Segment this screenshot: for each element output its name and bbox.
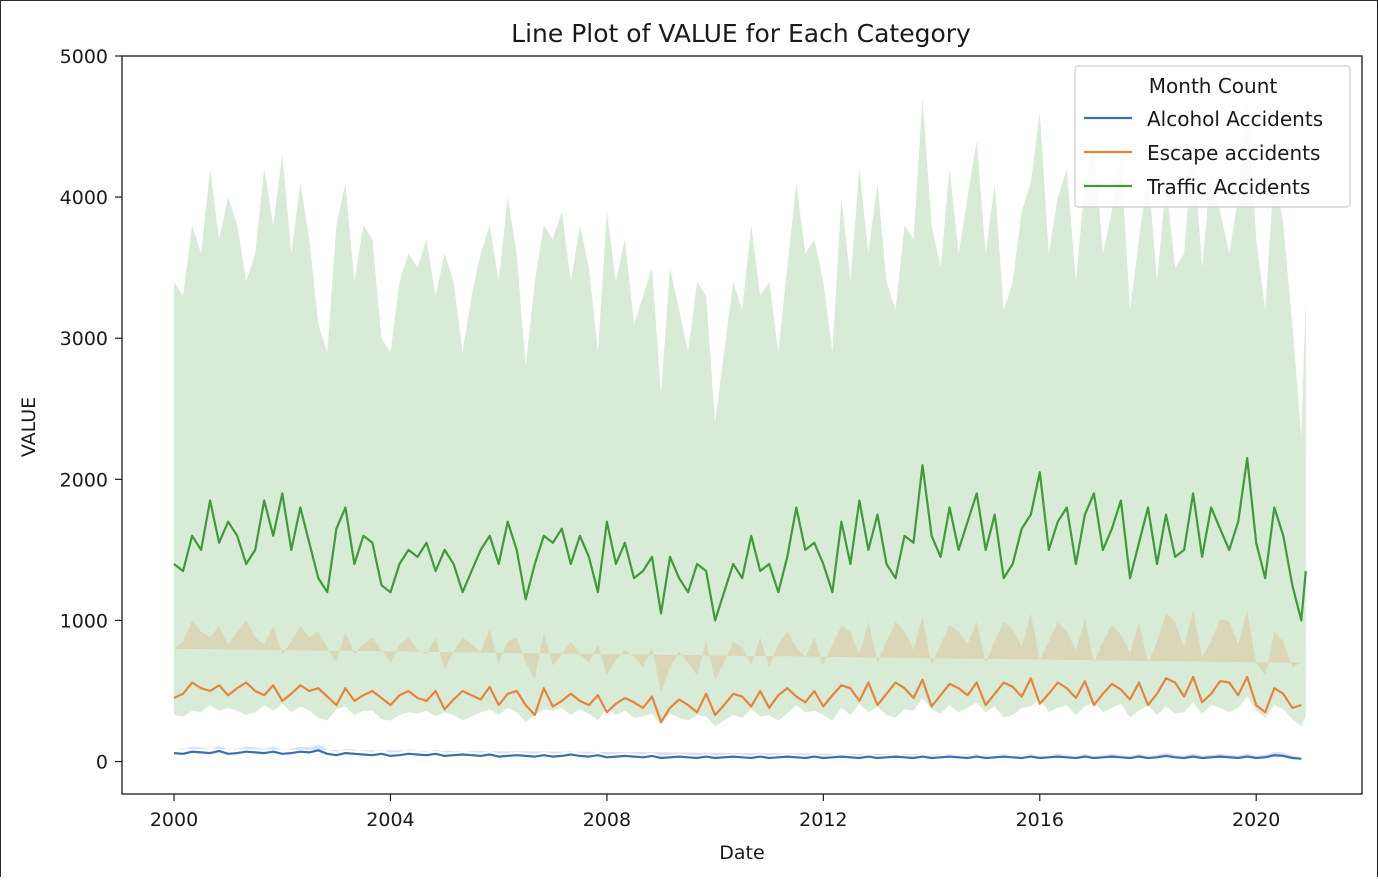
ci-band-traffic-accidents: [174, 98, 1306, 727]
series-line-escape-accidents: [173, 675, 1302, 724]
y-tick-label: 1000: [60, 610, 108, 632]
x-tick-label: 2004: [366, 809, 414, 831]
x-tick-label: 2008: [583, 809, 631, 831]
plot-area: [173, 98, 1307, 760]
series-line-alcohol-accidents: [173, 749, 1302, 760]
plot-frame: [121, 55, 1363, 795]
legend-label-traffic: Traffic Accidents: [1146, 175, 1310, 199]
y-tick-label: 5000: [60, 46, 108, 68]
y-tick-label: 3000: [60, 328, 108, 350]
x-tick-label: 2012: [799, 809, 847, 831]
ci-band-escape-accidents: [174, 610, 1302, 693]
x-tick-label: 2016: [1016, 809, 1064, 831]
y-tick-label: 0: [96, 752, 108, 774]
ci-band-alcohol-accidents: [174, 744, 1302, 757]
x-axis-label: Date: [719, 842, 764, 864]
y-tick-label: 4000: [60, 187, 108, 209]
legend-label-escape: Escape accidents: [1147, 141, 1320, 165]
y-axis-label: VALUE: [18, 397, 40, 457]
chart-title: Line Plot of VALUE for Each Category: [511, 19, 971, 48]
legend-title: Month Count: [1149, 74, 1278, 98]
x-tick-label: 2020: [1232, 809, 1280, 831]
y-tick-label: 2000: [60, 469, 108, 491]
x-axis: 2000 2004 2008 2012 2016 2020: [150, 794, 1280, 831]
series-line-traffic-accidents: [173, 457, 1307, 622]
legend-box: [1074, 65, 1351, 208]
legend: Month Count Alcohol Accidents Escape acc…: [1074, 65, 1351, 208]
y-axis: 0 1000 2000 3000 4000 5000: [60, 46, 122, 774]
legend-label-alcohol: Alcohol Accidents: [1147, 107, 1323, 131]
x-tick-label: 2000: [150, 809, 198, 831]
